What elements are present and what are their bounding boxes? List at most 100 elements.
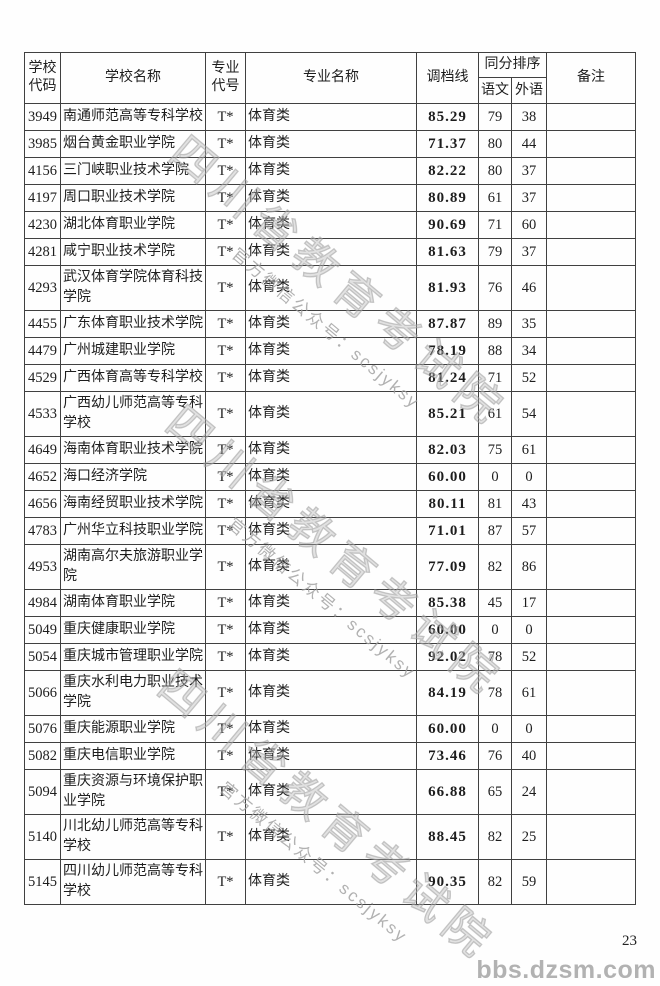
cell-major-name: 体育类 [245,769,417,815]
cell-remark [546,589,636,617]
cell-school-code: 5076 [24,715,61,743]
cell-chinese-rank: 71 [478,211,512,239]
header-school-code: 学校代码 [24,52,61,104]
cell-score-line: 77.09 [416,544,479,590]
cell-remark [546,265,636,311]
cell-major-name: 体育类 [245,238,417,266]
cell-remark [546,463,636,491]
cell-school-name: 广西幼儿师范高等专科学校 [60,391,206,437]
cell-school-code: 5049 [24,616,61,644]
cell-score-line: 85.21 [416,391,479,437]
cell-major-code: T* [205,715,246,743]
cell-school-name: 湖北体育职业学院 [60,211,206,239]
table-row: 5094 重庆资源与环境保护职业学院 T* 体育类 66.88 65 24 [24,769,636,815]
cell-school-name: 重庆能源职业学院 [60,715,206,743]
cell-school-code: 4656 [24,490,61,518]
cell-foreign-rank: 0 [511,715,547,743]
cell-school-code: 4529 [24,364,61,392]
cell-school-name: 海南经贸职业技术学院 [60,490,206,518]
cell-foreign-rank: 52 [511,364,547,392]
cell-chinese-rank: 78 [478,670,512,716]
cell-remark [546,616,636,644]
cell-school-code: 5054 [24,643,61,671]
cell-major-code: T* [205,544,246,590]
cell-school-name: 重庆电信职业学院 [60,742,206,770]
table-row: 5066 重庆水利电力职业技术学院 T* 体育类 84.19 78 61 [24,670,636,716]
cell-score-line: 85.29 [416,103,479,131]
cell-remark [546,211,636,239]
cell-school-code: 4533 [24,391,61,437]
cell-chinese-rank: 82 [478,544,512,590]
admission-score-table: 学校代码 学校名称 专业代号 专业名称 调档线 同分排序 备注 语文 外语 39… [24,52,636,905]
table-row: 4156 三门峡职业技术学院 T* 体育类 82.22 80 37 [24,157,636,185]
header-chinese: 语文 [478,77,512,104]
cell-school-name: 三门峡职业技术学院 [60,157,206,185]
cell-major-name: 体育类 [245,814,417,860]
cell-major-name: 体育类 [245,436,417,464]
cell-school-code: 5145 [24,859,61,905]
cell-major-code: T* [205,643,246,671]
cell-remark [546,130,636,158]
cell-foreign-rank: 61 [511,436,547,464]
cell-major-code: T* [205,364,246,392]
cell-foreign-rank: 0 [511,463,547,491]
cell-school-code: 4197 [24,184,61,212]
table-row: 4479 广州城建职业学院 T* 体育类 78.19 88 34 [24,337,636,365]
cell-remark [546,670,636,716]
cell-school-code: 5140 [24,814,61,860]
cell-major-name: 体育类 [245,211,417,239]
cell-foreign-rank: 86 [511,544,547,590]
cell-school-name: 四川幼儿师范高等专科学校 [60,859,206,905]
cell-chinese-rank: 80 [478,130,512,158]
cell-score-line: 82.22 [416,157,479,185]
header-foreign-lang: 外语 [511,77,547,104]
table-row: 4455 广东体育职业技术学院 T* 体育类 87.87 89 35 [24,310,636,338]
cell-major-name: 体育类 [245,715,417,743]
cell-major-code: T* [205,211,246,239]
cell-score-line: 81.63 [416,238,479,266]
cell-major-code: T* [205,769,246,815]
cell-school-name: 川北幼儿师范高等专科学校 [60,814,206,860]
cell-remark [546,517,636,545]
cell-score-line: 60.00 [416,616,479,644]
cell-major-name: 体育类 [245,265,417,311]
table-row: 4197 周口职业技术学院 T* 体育类 80.89 61 37 [24,184,636,212]
cell-foreign-rank: 0 [511,616,547,644]
cell-foreign-rank: 40 [511,742,547,770]
cell-school-code: 5082 [24,742,61,770]
table-row: 5145 四川幼儿师范高等专科学校 T* 体育类 90.35 82 59 [24,859,636,905]
cell-school-name: 烟台黄金职业学院 [60,130,206,158]
cell-school-code: 4455 [24,310,61,338]
cell-school-name: 广西体育高等专科学校 [60,364,206,392]
header-score-line: 调档线 [416,52,479,104]
cell-school-code: 4156 [24,157,61,185]
cell-school-name: 重庆城市管理职业学院 [60,643,206,671]
cell-remark [546,310,636,338]
cell-score-line: 85.38 [416,589,479,617]
cell-school-name: 周口职业技术学院 [60,184,206,212]
cell-major-code: T* [205,391,246,437]
cell-foreign-rank: 61 [511,670,547,716]
cell-school-code: 4230 [24,211,61,239]
cell-school-name: 广州城建职业学院 [60,337,206,365]
cell-major-name: 体育类 [245,517,417,545]
cell-chinese-rank: 82 [478,814,512,860]
cell-major-code: T* [205,670,246,716]
cell-remark [546,103,636,131]
cell-remark [546,859,636,905]
cell-remark [546,544,636,590]
cell-major-code: T* [205,184,246,212]
cell-major-code: T* [205,238,246,266]
cell-chinese-rank: 0 [478,616,512,644]
cell-chinese-rank: 76 [478,265,512,311]
cell-school-code: 4479 [24,337,61,365]
cell-school-name: 重庆水利电力职业技术学院 [60,670,206,716]
cell-score-line: 88.45 [416,814,479,860]
cell-school-code: 5066 [24,670,61,716]
cell-score-line: 66.88 [416,769,479,815]
cell-major-name: 体育类 [245,490,417,518]
cell-remark [546,769,636,815]
cell-major-code: T* [205,814,246,860]
cell-chinese-rank: 76 [478,742,512,770]
cell-chinese-rank: 61 [478,184,512,212]
